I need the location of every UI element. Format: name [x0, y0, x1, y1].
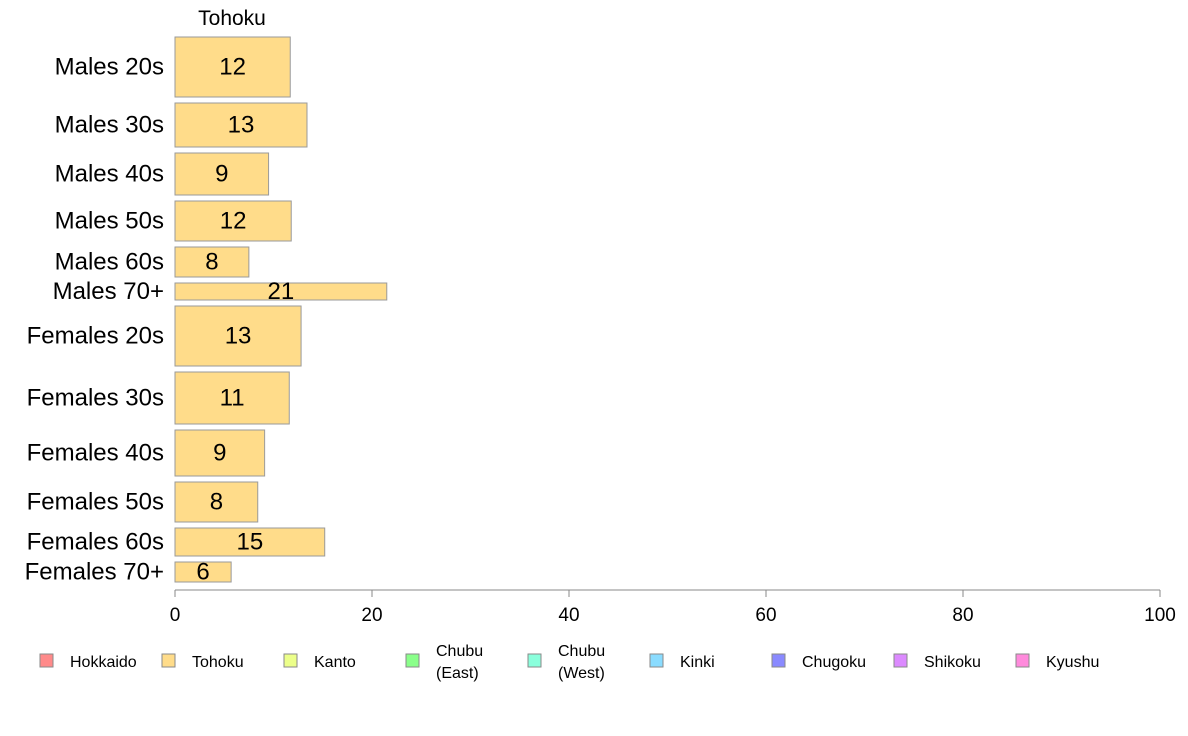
- bar-3: [174, 200, 292, 242]
- bar-value-label-5: 21: [268, 278, 295, 305]
- bar-value-label-6: 13: [225, 323, 252, 350]
- legend-swatch-3: [405, 653, 420, 668]
- bar-value-label-9: 8: [210, 489, 223, 516]
- bar-11: [174, 561, 232, 583]
- category-label-8: Females 40s: [27, 440, 164, 467]
- x-tick-label-4: 80: [952, 605, 973, 626]
- x-tick-label-0: 0: [170, 605, 181, 626]
- bar-2: [174, 152, 270, 196]
- bar-7: [174, 371, 290, 425]
- x-tick-label-5: 100: [1144, 605, 1176, 626]
- bar-10: [174, 527, 326, 557]
- x-tick-label-2: 40: [558, 605, 579, 626]
- bar-1: [174, 102, 308, 148]
- category-label-0: Males 20s: [55, 54, 164, 81]
- legend-swatch-0: [39, 653, 54, 668]
- bar-value-label-4: 8: [205, 249, 218, 276]
- legend-label-6: Chugoku: [802, 654, 866, 671]
- panel-title: Tohoku: [198, 7, 266, 30]
- bar-8: [174, 429, 266, 477]
- legend-label-5: Kinki: [680, 654, 715, 671]
- legend-swatch-1: [161, 653, 176, 668]
- legend-label-8: Kyushu: [1046, 654, 1099, 671]
- legend-swatch-7: [893, 653, 908, 668]
- bar-value-label-1: 13: [228, 112, 255, 139]
- bar-6: [174, 305, 302, 367]
- bar-4: [174, 246, 250, 278]
- bar-value-label-7: 11: [220, 385, 245, 412]
- bar-value-label-11: 6: [196, 559, 209, 586]
- bar-5: [174, 282, 388, 301]
- legend-label-4: Chubu (West): [558, 643, 605, 682]
- category-label-2: Males 40s: [55, 161, 164, 188]
- bar-0: [174, 36, 291, 98]
- category-label-1: Males 30s: [55, 112, 164, 139]
- category-label-11: Females 70+: [25, 559, 164, 586]
- bar-value-label-3: 12: [220, 208, 247, 235]
- category-label-6: Females 20s: [27, 323, 164, 350]
- legend-label-7: Shikoku: [924, 654, 981, 671]
- legend-label-1: Tohoku: [192, 654, 244, 671]
- legend-label-2: Kanto: [314, 654, 356, 671]
- bar-value-label-2: 9: [215, 161, 228, 188]
- bar-9: [174, 481, 259, 523]
- category-label-7: Females 30s: [27, 385, 164, 412]
- category-labels: Males 20s Males 30s Males 40s Males 50s Male…: [25, 54, 164, 586]
- legend-swatch-4: [527, 653, 542, 668]
- legend-swatch-2: [283, 653, 298, 668]
- category-label-3: Males 50s: [55, 208, 164, 235]
- legend-label-3: Chubu (East): [436, 643, 483, 682]
- x-tick-label-3: 60: [755, 605, 776, 626]
- x-tick-label-1: 20: [361, 605, 382, 626]
- category-label-9: Females 50s: [27, 489, 164, 516]
- bar-value-label-10: 15: [237, 529, 264, 556]
- bar-value-label-0: 12: [219, 54, 246, 81]
- legend-swatch-8: [1015, 653, 1030, 668]
- legend-label-0: Hokkaido: [70, 654, 137, 671]
- x-axis: 0 20 40 60 80 100: [170, 589, 1176, 626]
- category-label-10: Females 60s: [27, 529, 164, 556]
- category-label-4: Males 60s: [55, 249, 164, 276]
- legend-swatch-5: [649, 653, 664, 668]
- legend-swatch-6: [771, 653, 786, 668]
- category-label-5: Males 70+: [53, 278, 164, 305]
- bar-value-label-8: 9: [213, 440, 226, 467]
- legend: Hokkaido Tohoku Kanto Chubu (East) Chubu (West…: [39, 643, 1099, 682]
